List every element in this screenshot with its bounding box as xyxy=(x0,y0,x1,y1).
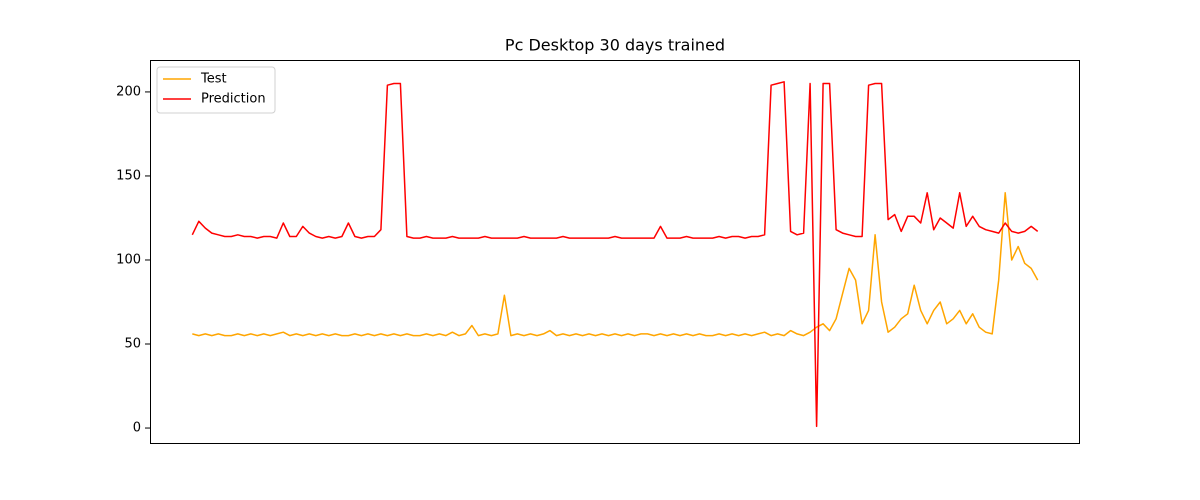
y-tick-label: 100 xyxy=(116,252,141,267)
y-tick-label: 0 xyxy=(133,421,141,436)
chart-title: Pc Desktop 30 days trained xyxy=(505,36,725,55)
plot-area xyxy=(191,81,1039,428)
y-tick-label: 200 xyxy=(116,84,141,99)
y-tick-label: 150 xyxy=(116,168,141,183)
series-line xyxy=(192,192,1039,337)
y-tick-label: 50 xyxy=(124,337,141,352)
legend-label: Prediction xyxy=(201,92,266,107)
legend: Test Prediction xyxy=(156,66,276,114)
legend-label: Test xyxy=(200,72,227,87)
series-line xyxy=(191,81,1039,428)
axes-frame xyxy=(150,60,1080,444)
